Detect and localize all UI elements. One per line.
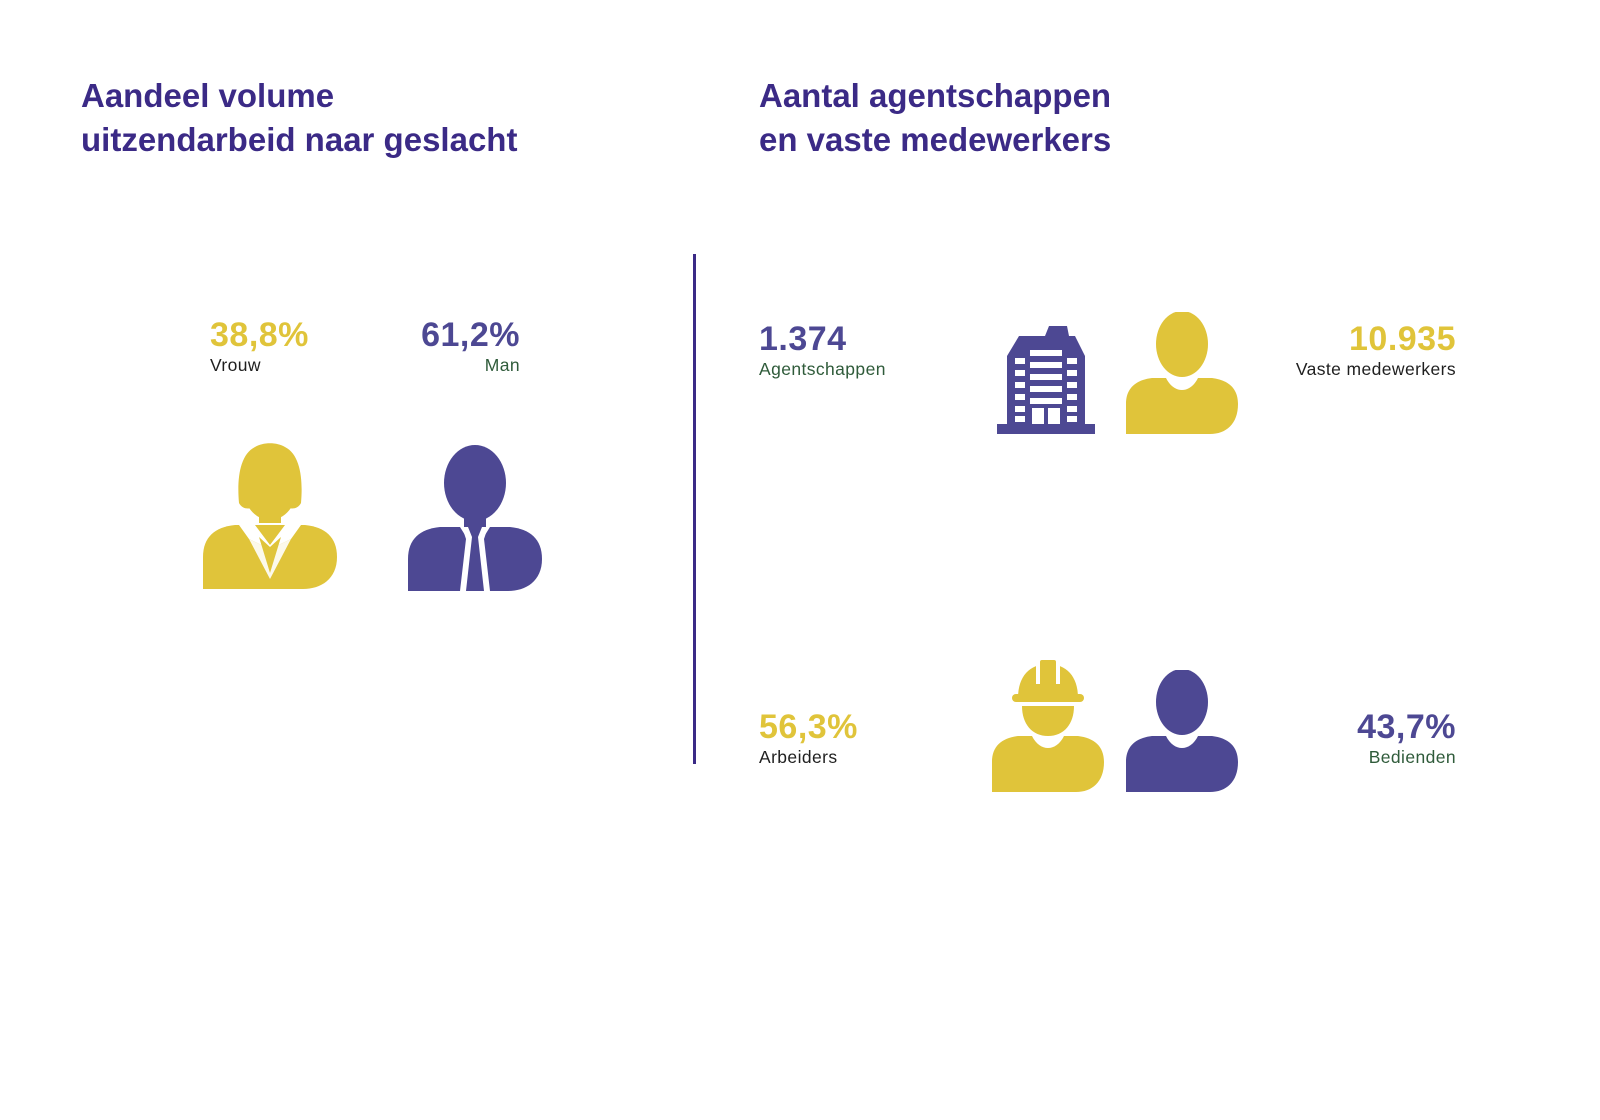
- women-label: Vrouw: [210, 355, 261, 375]
- men-stat: 61,2% Man: [380, 316, 520, 376]
- right-title: Aantal agentschappen en vaste medewerker…: [759, 74, 1111, 162]
- vertical-divider: [693, 254, 696, 764]
- left-title-line1: Aandeel volume: [81, 77, 335, 114]
- men-value: 61,2%: [421, 316, 520, 354]
- men-label: Man: [484, 355, 520, 375]
- person-icon: [1126, 670, 1238, 792]
- workers-label: Arbeiders: [759, 747, 838, 767]
- agencies-label: Agentschappen: [759, 359, 886, 379]
- permanent-staff-value: 10.935: [1349, 320, 1456, 358]
- agencies-stat: 1.374 Agentschappen: [759, 320, 886, 380]
- permanent-staff-label: Vaste medewerkers: [1295, 359, 1456, 379]
- woman-icon: [203, 441, 337, 589]
- right-title-line1: Aantal agentschappen: [759, 77, 1112, 114]
- women-value: 38,8%: [210, 316, 309, 354]
- employees-stat: 43,7% Bedienden: [1256, 708, 1456, 768]
- worker-helmet-icon: [992, 658, 1104, 792]
- left-title-line2: uitzendarbeid naar geslacht: [81, 121, 518, 158]
- person-icon: [1126, 312, 1238, 434]
- workers-value: 56,3%: [759, 708, 858, 746]
- agencies-value: 1.374: [759, 320, 847, 358]
- right-title-line2: en vaste medewerkers: [759, 121, 1112, 158]
- left-title: Aandeel volume uitzendarbeid naar geslac…: [81, 74, 517, 162]
- man-icon: [408, 445, 542, 591]
- employees-value: 43,7%: [1357, 708, 1456, 746]
- workers-stat: 56,3% Arbeiders: [759, 708, 858, 768]
- employees-label: Bedienden: [1368, 747, 1456, 767]
- women-stat: 38,8% Vrouw: [210, 316, 309, 376]
- permanent-staff-stat: 10.935 Vaste medewerkers: [1236, 320, 1456, 380]
- building-icon: [997, 326, 1095, 434]
